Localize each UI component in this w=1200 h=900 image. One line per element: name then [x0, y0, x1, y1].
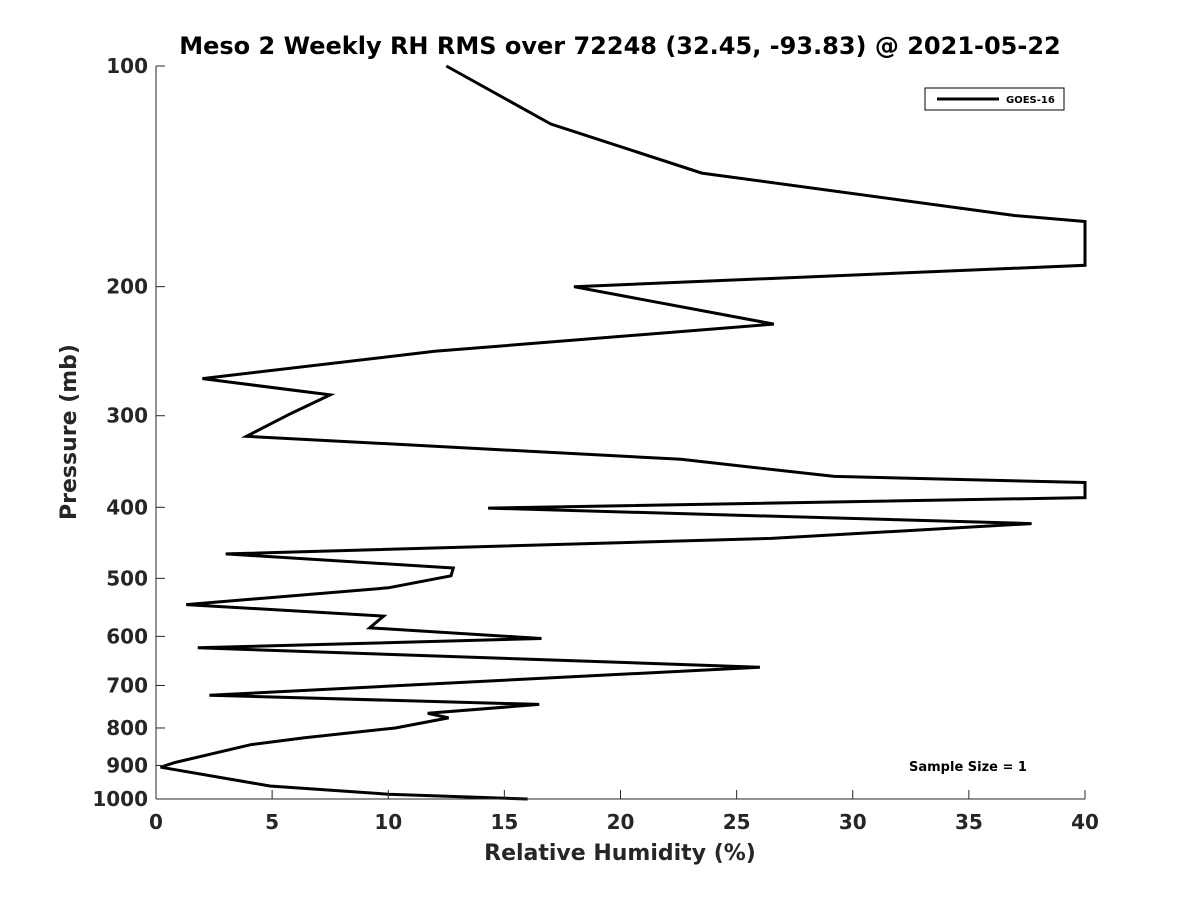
plot-area	[155, 64, 1087, 801]
y-tick-label: 300	[106, 404, 148, 428]
x-tick-label: 10	[374, 810, 402, 834]
x-tick-label: 15	[490, 810, 518, 834]
series-layer	[160, 64, 1087, 801]
y-tick-label: 500	[106, 566, 148, 590]
chart-title: Meso 2 Weekly RH RMS over 72248 (32.45, …	[179, 32, 1061, 60]
legend: GOES-16	[924, 87, 1065, 111]
x-tick-label: 5	[265, 810, 279, 834]
x-tick-label: 25	[723, 810, 751, 834]
plot-background	[156, 66, 1085, 799]
y-tick-label: 1000	[92, 787, 148, 811]
y-tick-label: 400	[106, 495, 148, 519]
y-tick-label: 800	[106, 716, 148, 740]
x-axis-label: Relative Humidity (%)	[484, 841, 756, 866]
y-axis-label: Pressure (mb)	[57, 344, 82, 520]
x-axis-ticks: 0 5 10 15 20 25 30 35 40	[149, 790, 1099, 834]
y-axis-ticks: 100 200 300 400 500 600 700 800 900 1000	[92, 54, 165, 811]
x-tick-label: 35	[955, 810, 983, 834]
series-line-goes-16	[160, 64, 1087, 801]
sample-size-annotation: Sample Size = 1	[909, 760, 1027, 775]
y-tick-label: 200	[106, 275, 148, 299]
x-tick-label: 20	[607, 810, 635, 834]
x-tick-label: 40	[1071, 810, 1099, 834]
x-tick-label: 30	[839, 810, 867, 834]
y-tick-label: 700	[106, 673, 148, 697]
y-tick-label: 900	[106, 753, 148, 777]
x-tick-label: 0	[149, 810, 163, 834]
legend-label-goes-16: GOES-16	[1006, 95, 1055, 106]
y-tick-label: 100	[106, 54, 148, 78]
y-tick-label: 600	[106, 624, 148, 648]
